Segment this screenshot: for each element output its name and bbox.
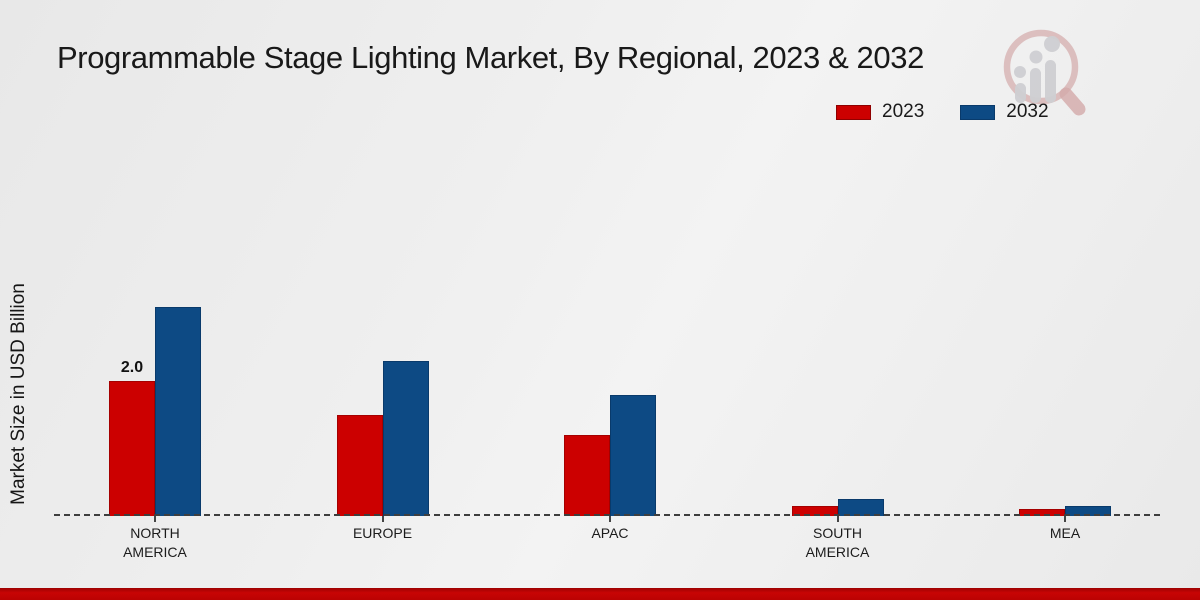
legend-swatch-2032 [960, 104, 996, 120]
bar-2023-south-america [791, 506, 838, 516]
legend: 2023 2032 [836, 101, 1049, 123]
legend-item-2023: 2023 [836, 101, 924, 123]
chart-title: Programmable Stage Lighting Market, By R… [57, 40, 924, 75]
legend-label-2023: 2023 [882, 101, 925, 122]
bar-2032-mea [1065, 506, 1111, 516]
category-label-europe: EUROPE [352, 525, 413, 541]
category-label-mea: MEA [1049, 525, 1081, 541]
category-label-south-america: SOUTH AMERICA [805, 525, 870, 560]
footer-accent-bar [0, 588, 1200, 600]
x-axis-tick [609, 516, 611, 522]
bar-2023-europe [336, 415, 383, 516]
bar-2023-north-america [109, 381, 155, 516]
legend-label-2032: 2032 [1006, 101, 1049, 122]
bar-value-label: 2.0 [120, 359, 144, 376]
bar-2032-north-america [155, 307, 201, 516]
bar-2032-europe [382, 361, 429, 516]
bar-2023-apac [564, 435, 610, 516]
x-axis-tick [836, 516, 839, 522]
legend-item-2032: 2032 [960, 101, 1049, 123]
bar-2023-mea [1019, 509, 1065, 516]
category-label-north-america: NORTH AMERICA [123, 525, 187, 560]
legend-swatch-2023 [836, 104, 871, 120]
x-axis-tick [154, 516, 156, 522]
category-label-apac: APAC [591, 525, 629, 541]
magnifier-bar-chart-logo-icon [1003, 29, 1086, 116]
bar-2032-south-america [837, 499, 884, 516]
x-axis-tick [1064, 516, 1066, 522]
x-axis-tick [381, 516, 384, 522]
bar-2032-apac [610, 395, 656, 516]
y-axis-label: Market Size in USD Billion [8, 283, 29, 505]
x-axis-baseline [54, 514, 1160, 516]
